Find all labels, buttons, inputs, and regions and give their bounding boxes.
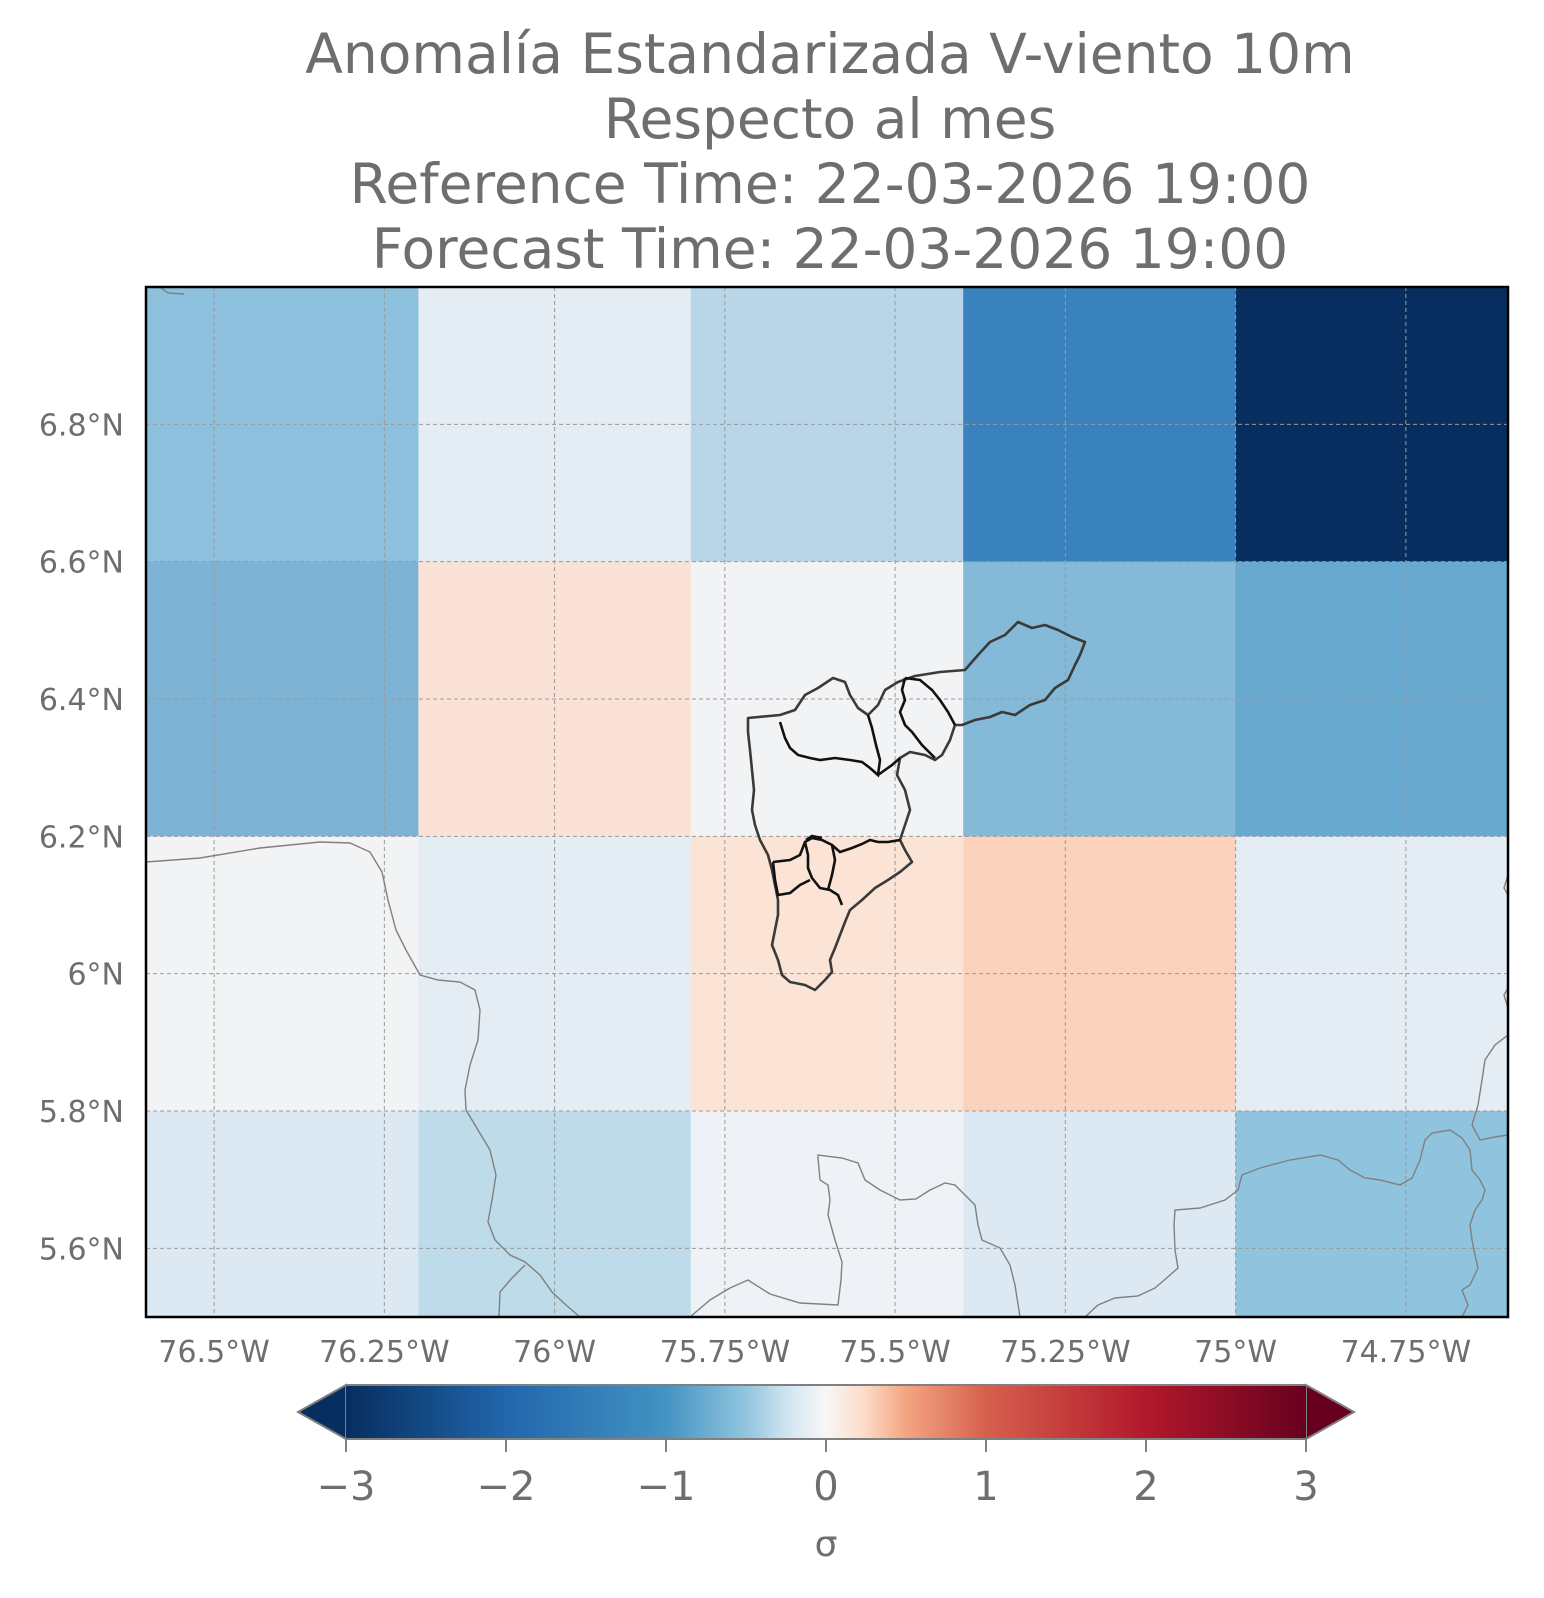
- municipality-line-1: [778, 714, 882, 778]
- title-line-2: Respecto al mes: [603, 87, 1057, 151]
- coastline-northwest: [159, 287, 185, 295]
- grid-cell: [963, 1111, 1237, 1318]
- municipality-line-6: [803, 841, 844, 906]
- colorbar: −3 −2 −1 0 1 2 3 σ: [295, 1383, 1357, 1565]
- colorbar-tick-label: 1: [973, 1464, 998, 1510]
- grid-cell: [690, 1111, 964, 1318]
- lat-tick-label: 5.6°N: [39, 1232, 124, 1267]
- border-east-edge: [1471, 1034, 1508, 1141]
- municipality-line-8: [771, 861, 811, 897]
- colorbar-tick-label: −1: [637, 1464, 696, 1510]
- axis-tick-labels: 76.5°W 76.25°W 76°W 75.75°W 75.5°W 75.25°W 75°…: [39, 408, 1471, 1370]
- border-southwest: [498, 1264, 526, 1317]
- municipality-line-9: [805, 834, 823, 842]
- lon-tick-label: 75.75°W: [660, 1335, 791, 1370]
- grid-cell: [1235, 1111, 1509, 1318]
- title-line-1: Anomalía Estandarizada V-viento 10m: [305, 22, 1355, 86]
- municipality-line-3: [898, 677, 936, 759]
- grid-cell: [146, 1111, 419, 1318]
- coastline-east-small: [1503, 874, 1508, 896]
- map-title: Anomalía Estandarizada V-viento 10m Resp…: [140, 22, 1520, 282]
- lat-tick-label: 6.6°N: [39, 546, 124, 581]
- coastline-west: [146, 841, 581, 1317]
- municipality-boundaries: [746, 620, 1087, 992]
- colorbar-tick-label: 3: [1293, 1464, 1318, 1510]
- lon-tick-label: 75°W: [1194, 1335, 1277, 1370]
- title-line-3: Reference Time: 22-03-2026 19:00: [349, 152, 1311, 216]
- colorbar-tick-label: −3: [317, 1464, 376, 1510]
- colorbar-gradient: [346, 1385, 1306, 1439]
- colorbar-label: σ: [815, 1524, 838, 1565]
- anomaly-grid: [146, 287, 1509, 1318]
- colorbar-extend-min: [295, 1383, 347, 1441]
- map-frame: [144, 285, 1510, 1319]
- colorbar-extend-max: [1305, 1383, 1357, 1441]
- lon-tick-label: 76.5°W: [158, 1335, 269, 1370]
- border-southeast: [1084, 1129, 1486, 1317]
- lat-tick-label: 6.4°N: [39, 683, 124, 718]
- lon-tick-label: 75.5°W: [839, 1335, 950, 1370]
- lon-tick-label: 74.75°W: [1341, 1335, 1472, 1370]
- municipality-line-5: [772, 836, 901, 864]
- title-line-4: Forecast Time: 22-03-2026 19:00: [371, 217, 1289, 281]
- map-panel: 76.5°W 76.25°W 76°W 75.75°W 75.5°W 75.25°W 75°…: [39, 285, 1510, 1370]
- border-south-center: [689, 1154, 1021, 1317]
- lat-tick-label: 6.8°N: [39, 408, 124, 443]
- municipality-line-4: [904, 676, 957, 726]
- coastlines: [146, 287, 1508, 1317]
- lon-tick-label: 75.25°W: [1000, 1335, 1131, 1370]
- coastline-east-small-2: [1503, 987, 1508, 1009]
- lon-tick-label: 76.25°W: [319, 1335, 450, 1370]
- municipality-line-2: [877, 757, 901, 777]
- region-outline: [746, 620, 1087, 992]
- colorbar-ticks: −3 −2 −1 0 1 2 3: [317, 1439, 1319, 1510]
- colorbar-tick-label: 0: [813, 1464, 838, 1510]
- municipality-line-7: [826, 844, 837, 891]
- lat-tick-label: 5.8°N: [39, 1095, 124, 1130]
- colorbar-tick-label: −2: [477, 1464, 536, 1510]
- colorbar-tick-label: 2: [1133, 1464, 1158, 1510]
- lon-tick-label: 76°W: [513, 1335, 596, 1370]
- lat-tick-label: 6°N: [67, 958, 124, 993]
- lat-tick-label: 6.2°N: [39, 820, 124, 855]
- gridlines: [146, 287, 1508, 1317]
